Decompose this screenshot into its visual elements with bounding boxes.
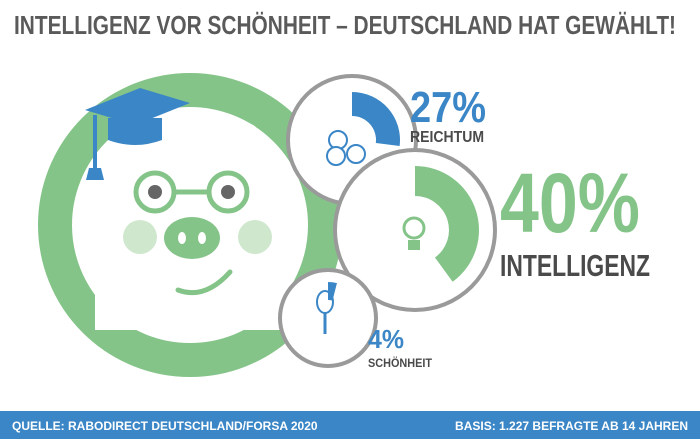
- cheek: [123, 220, 157, 254]
- eye: [221, 185, 235, 199]
- radial-group: 27%REICHTUM 40%INTELLIGENZ 4%SCHÖNHEIT: [278, 74, 650, 370]
- mortarboard: [85, 88, 190, 125]
- wedge: [328, 282, 337, 301]
- icon: [326, 146, 346, 166]
- snout: [164, 217, 220, 259]
- category-label: INTELLIGENZ: [500, 248, 650, 283]
- wedge: [352, 92, 400, 147]
- nostril: [198, 232, 206, 244]
- mortarboard-cap: [108, 118, 162, 145]
- pig-ear: [225, 123, 262, 159]
- tassel-end: [86, 168, 104, 180]
- source: QUELLE: RABODIRECT DEUTSCHLAND/FORSA 202…: [12, 419, 318, 433]
- footer-bar: [0, 411, 700, 439]
- green-ring: [38, 73, 342, 377]
- icon: [408, 240, 420, 250]
- cheek: [238, 220, 272, 254]
- item-circle: [278, 268, 378, 368]
- wedge: [415, 166, 480, 282]
- value-label: 4%: [368, 324, 404, 354]
- eye: [148, 185, 162, 199]
- value-label: 40%: [500, 156, 640, 250]
- category-label: SCHÖNHEIT: [368, 355, 433, 370]
- smile: [175, 269, 233, 296]
- note: BASIS: 1.227 BEFRAGTE AB 14 JAHREN: [455, 419, 688, 433]
- category-label: REICHTUM: [410, 129, 484, 146]
- nostril: [178, 232, 186, 244]
- value-label: 27%: [410, 83, 486, 132]
- piggy-illustration: [38, 73, 342, 377]
- title: INTELLIGENZ VOR SCHÖNHEIT – DEUTSCHLAND …: [14, 10, 676, 40]
- icon: [402, 216, 426, 240]
- icon: [346, 144, 366, 164]
